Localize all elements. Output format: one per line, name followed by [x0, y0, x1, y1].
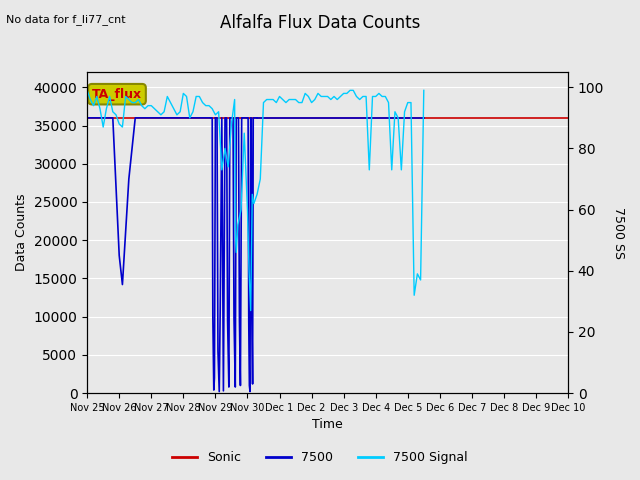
Text: Alfalfa Flux Data Counts: Alfalfa Flux Data Counts: [220, 14, 420, 33]
Text: TA_flux: TA_flux: [92, 88, 142, 101]
Text: No data for f_li77_cnt: No data for f_li77_cnt: [6, 14, 126, 25]
Legend: Sonic, 7500, 7500 Signal: Sonic, 7500, 7500 Signal: [167, 446, 473, 469]
X-axis label: Time: Time: [312, 419, 343, 432]
Y-axis label: 7500 SS: 7500 SS: [612, 206, 625, 259]
Y-axis label: Data Counts: Data Counts: [15, 194, 28, 271]
